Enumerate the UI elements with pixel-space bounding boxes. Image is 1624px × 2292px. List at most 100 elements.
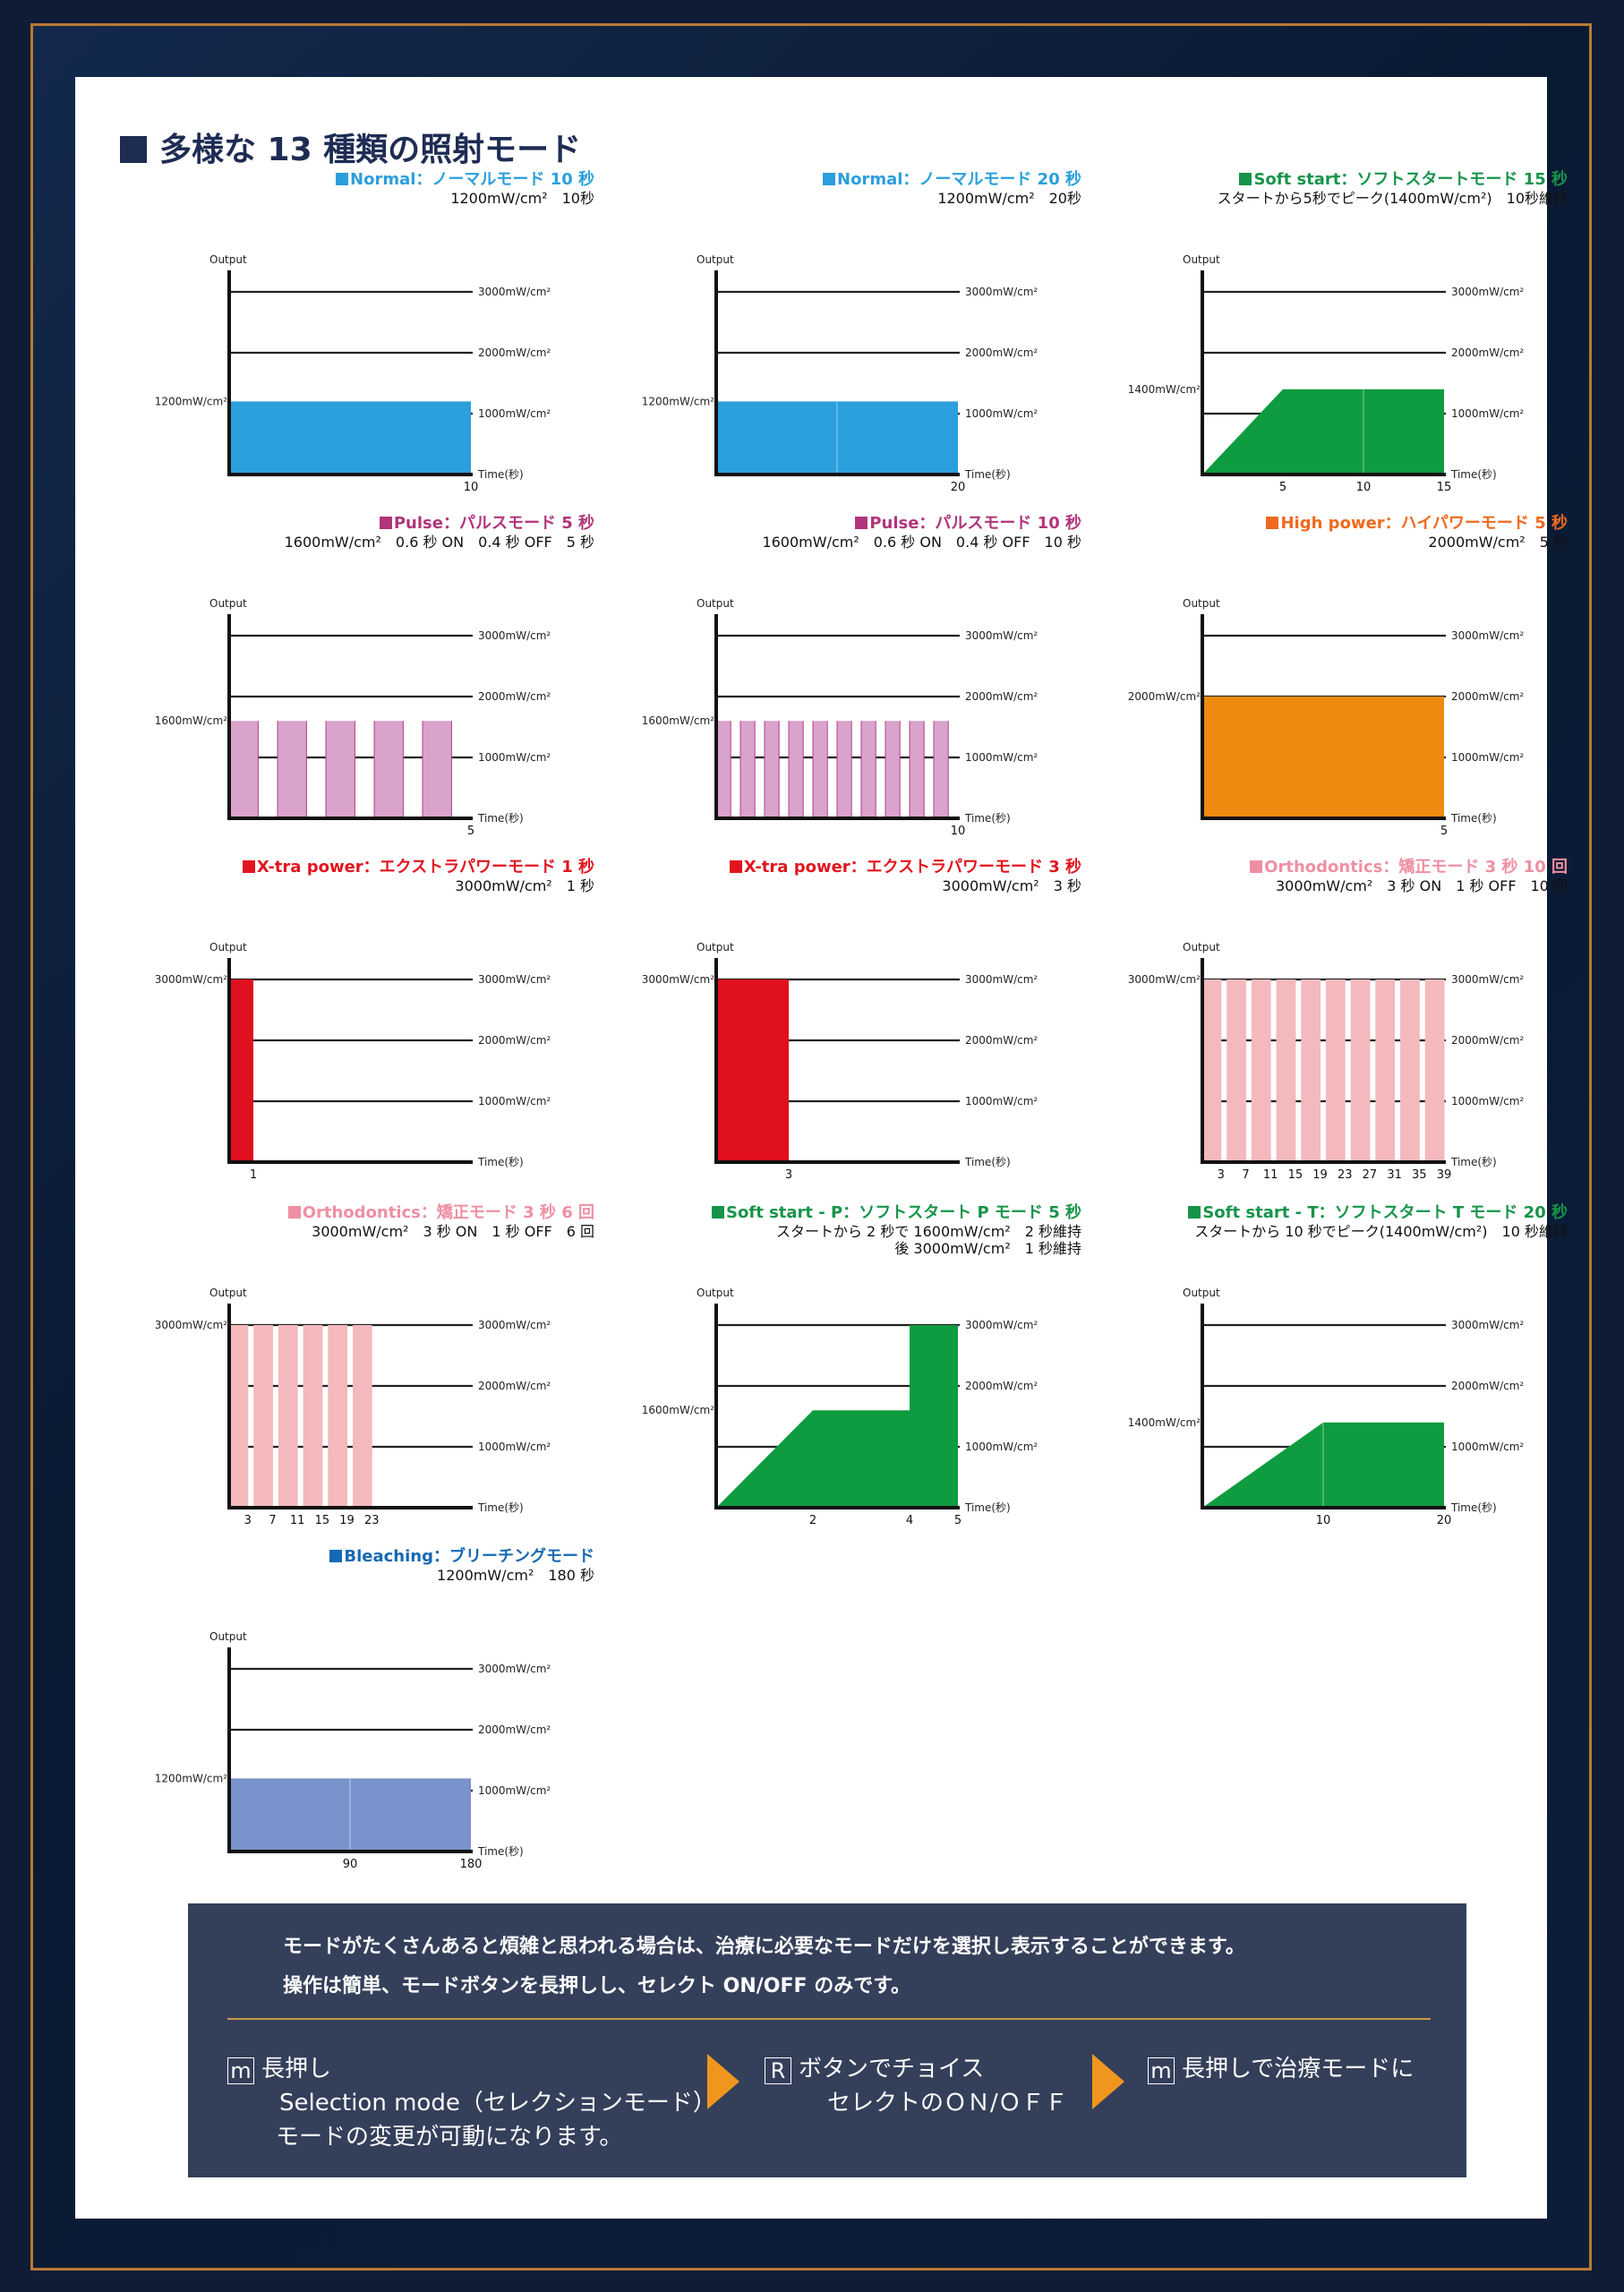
chart-title-text: Bleaching：ブリーチングモード xyxy=(344,1547,594,1566)
chart-header: High power：ハイパワーモード 5 秒 2000mW/cm² 5 秒 xyxy=(1266,514,1568,551)
pulse-bar xyxy=(910,721,925,818)
chart-plot: 3000mW/cm² 2000mW/cm² 1000mW/cm² Output Time… xyxy=(1128,597,1525,838)
x-tick-label: 90 xyxy=(343,1858,358,1871)
y-axis-label: Output xyxy=(697,253,734,266)
x-tick-label: 180 xyxy=(460,1858,483,1871)
chart-plot: 3000mW/cm² 2000mW/cm² 1000mW/cm² Output Time… xyxy=(642,597,1039,838)
title-square-icon xyxy=(120,136,147,163)
chart-ortho6: Orthodontics：矯正モード 3 秒 6 回 3000mW/cm² 3 秒… xyxy=(120,1203,594,1535)
pulse-bar xyxy=(1326,979,1346,1162)
title-square-icon xyxy=(287,1206,301,1219)
x-axis-label: Time(秒) xyxy=(477,1845,524,1858)
grid-label: 3000mW/cm² xyxy=(478,1663,551,1675)
chart-header: Pulse：パルスモード 10 秒 1600mW/cm² 0.6 秒 ON 0.4… xyxy=(762,514,1081,551)
y-axis-label: Output xyxy=(1183,941,1220,954)
chart-header: Pulse：パルスモード 5 秒 1600mW/cm² 0.6 秒 ON 0.4 … xyxy=(285,514,594,551)
chart-header: X-tra power：エクストラパワーモード 3 秒 3000mW/cm² 3 … xyxy=(729,858,1081,894)
grid-label: 2000mW/cm² xyxy=(1451,346,1524,359)
step-1: m 長押し Selection mode（セレクションモード） モードの変更が可動… xyxy=(227,2052,716,2154)
grid-label: 3000mW/cm² xyxy=(478,973,551,986)
info-divider xyxy=(227,2018,1431,2020)
grid-label: 1000mW/cm² xyxy=(965,407,1038,420)
grid-label: 1000mW/cm² xyxy=(478,1784,551,1797)
x-tick-label: 5 xyxy=(1279,481,1286,494)
pulse-bar xyxy=(740,721,756,818)
y-axis-label: Output xyxy=(697,1287,734,1299)
grid-label: 2000mW/cm² xyxy=(965,690,1038,703)
chart-title-text: Soft start：ソフトスタートモード 15 秒 xyxy=(1253,170,1568,189)
series-area xyxy=(716,979,789,1162)
series-area xyxy=(229,979,253,1162)
title-square-icon xyxy=(855,517,868,529)
chart-plot: 3000mW/cm² 2000mW/cm² 1000mW/cm² Output Time… xyxy=(1128,253,1525,494)
y-axis-label: Output xyxy=(697,941,734,954)
pulse-bar xyxy=(353,1325,372,1508)
x-tick-label: 5 xyxy=(1440,825,1448,838)
chart-header: Normal：ノーマルモード 10 秒 1200mW/cm² 10秒 xyxy=(336,170,594,207)
content-panel: 多様な 13 種類の照射モード Normal：ノーマルモード 10 秒 1200m… xyxy=(75,77,1568,2219)
pulse-bar xyxy=(229,721,259,818)
chart-subtitle: 3000mW/cm² 1 秒 xyxy=(455,877,594,894)
title-square-icon xyxy=(1188,1206,1201,1219)
title-square-icon xyxy=(823,173,836,185)
grid-label: 1000mW/cm² xyxy=(1451,751,1524,764)
x-axis-label: Time(秒) xyxy=(1450,1501,1497,1514)
pulse-bar xyxy=(278,721,307,818)
chart-header: X-tra power：エクストラパワーモード 1 秒 3000mW/cm² 1 … xyxy=(242,858,594,894)
chart-subtitle: スタートから 2 秒で 1600mW/cm² 2 秒維持 xyxy=(775,1223,1081,1240)
arrow-right-icon xyxy=(1092,2054,1124,2109)
y-axis-label: Output xyxy=(1183,1287,1220,1299)
chart-title-text: X-tra power：エクストラパワーモード 1 秒 xyxy=(256,858,594,877)
chart-pulse10: Pulse：パルスモード 10 秒 1600mW/cm² 0.6 秒 ON 0.4… xyxy=(607,514,1081,845)
chart-title: Pulse：パルスモード 5 秒 xyxy=(285,514,594,534)
grid-label: 3000mW/cm² xyxy=(965,286,1038,298)
chart-subtitle: 3000mW/cm² 3 秒 ON 1 秒 OFF 6 回 xyxy=(312,1223,594,1240)
chart-title-text: Soft start - T：ソフトスタート T モード 20 秒 xyxy=(1202,1203,1568,1222)
chart-softT: Soft start - T：ソフトスタート T モード 20 秒スタートから … xyxy=(1093,1203,1568,1535)
x-tick-label: 20 xyxy=(1437,1514,1452,1527)
chart-normal10: Normal：ノーマルモード 10 秒 1200mW/cm² 10秒 3000mW/… xyxy=(120,170,594,501)
chart-header: Normal：ノーマルモード 20 秒 1200mW/cm² 20秒 xyxy=(823,170,1081,207)
chart-pulse5: Pulse：パルスモード 5 秒 1600mW/cm² 0.6 秒 ON 0.4 … xyxy=(120,514,594,845)
pulse-bar xyxy=(1301,979,1321,1162)
chart-xtra1: X-tra power：エクストラパワーモード 1 秒 3000mW/cm² 1 … xyxy=(120,858,594,1189)
chart-header: Soft start - T：ソフトスタート T モード 20 秒スタートから … xyxy=(1188,1203,1568,1240)
chart-subtitle: 1200mW/cm² 180 秒 xyxy=(437,1567,594,1584)
chart-title: High power：ハイパワーモード 5 秒 xyxy=(1266,514,1568,534)
x-axis-label: Time(秒) xyxy=(477,1156,524,1168)
y-axis-label: Output xyxy=(209,1630,247,1643)
pulse-bar xyxy=(765,721,780,818)
chart-plot: 3000mW/cm² 2000mW/cm² 1000mW/cm² Output Time… xyxy=(155,597,551,838)
title-square-icon xyxy=(729,860,742,873)
x-axis-label: Time(秒) xyxy=(1450,812,1497,825)
info-box: モードがたくさんあると煩雑と思われる場合は、治療に必要なモードだけを選択し表示す… xyxy=(188,1903,1466,2177)
chart-bleach: Bleaching：ブリーチングモード 1200mW/cm² 180 秒 3000m… xyxy=(120,1547,594,1878)
title-square-icon xyxy=(1266,517,1279,529)
x-tick-label: 4 xyxy=(906,1514,913,1527)
x-tick-label: 20 xyxy=(951,481,966,494)
grid-label: 3000mW/cm² xyxy=(1451,1319,1524,1331)
x-tick-label: 11 xyxy=(290,1514,305,1527)
x-tick-label: 27 xyxy=(1363,1168,1378,1182)
chart-subtitle: 1200mW/cm² 10秒 xyxy=(450,190,594,207)
pulse-bar xyxy=(303,1325,322,1508)
grid-label: 2000mW/cm² xyxy=(478,690,551,703)
title-square-icon xyxy=(336,173,349,185)
grid-label: 2000mW/cm² xyxy=(1451,1380,1524,1392)
level-label: 3000mW/cm² xyxy=(155,973,227,986)
x-tick-label: 10 xyxy=(1316,1514,1331,1527)
info-line-1: モードがたくさんあると煩雑と思われる場合は、治療に必要なモードだけを選択し表示す… xyxy=(283,1936,1245,1958)
chart-title-text: Orthodontics：矯正モード 3 秒 6 回 xyxy=(302,1203,594,1222)
x-tick-label: 10 xyxy=(951,825,966,838)
m-key-icon: m xyxy=(1148,2057,1175,2084)
x-tick-label: 2 xyxy=(809,1514,816,1527)
grid-label: 3000mW/cm² xyxy=(478,1319,551,1331)
chart-plot: 3000mW/cm² 2000mW/cm² 1000mW/cm² Output Time… xyxy=(155,1287,551,1527)
pulse-bar xyxy=(278,1325,298,1508)
x-tick-label: 23 xyxy=(364,1514,380,1527)
level-label: 1200mW/cm² xyxy=(155,395,227,407)
grid-label: 1000mW/cm² xyxy=(1451,1095,1524,1108)
x-axis-label: Time(秒) xyxy=(477,812,524,825)
x-tick-label: 15 xyxy=(1288,1168,1303,1182)
x-tick-label: 3 xyxy=(244,1514,252,1527)
